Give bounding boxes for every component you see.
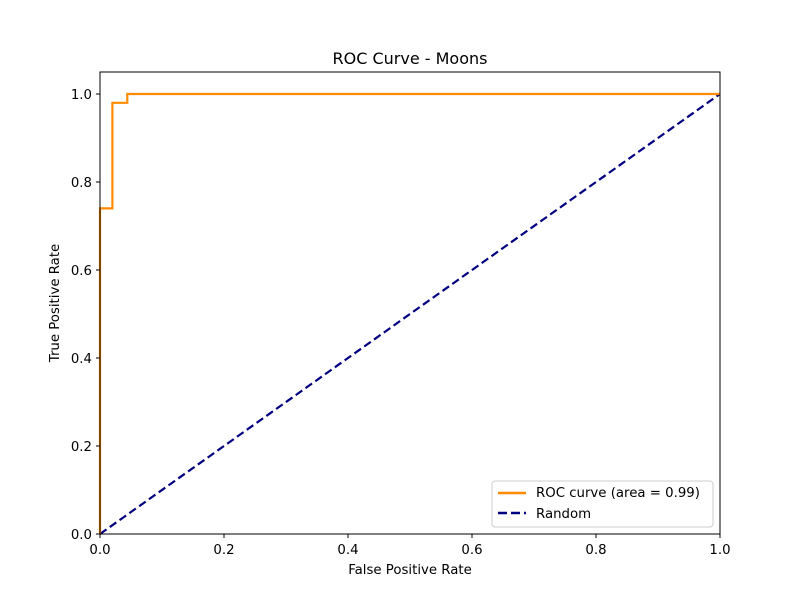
legend-box — [491, 480, 714, 528]
x-tick-label: 0.8 — [585, 543, 606, 558]
y-tick-label: 0.4 — [71, 352, 92, 367]
chart-title: ROC Curve - Moons — [333, 49, 488, 68]
legend-label-random: Random — [536, 507, 591, 522]
y-tick-label: 1.0 — [71, 88, 92, 103]
x-tick-label: 1.0 — [709, 543, 730, 558]
x-tick-label: 0.4 — [337, 543, 358, 558]
legend: ROC curve (area = 0.99) Random — [491, 480, 714, 528]
legend-label-roc: ROC curve (area = 0.99) — [536, 486, 700, 501]
x-axis-label: False Positive Rate — [348, 563, 472, 578]
random-baseline-line — [99, 93, 721, 535]
y-tick-label: 0.8 — [71, 176, 92, 191]
y-axis-label: True Positive Rate — [48, 244, 63, 363]
axes-frame — [99, 71, 721, 535]
y-tick-label: 0.6 — [71, 264, 92, 279]
x-tick-label: 0.2 — [213, 543, 234, 558]
x-tick-label: 0.0 — [89, 543, 110, 558]
y-tick-label: 0.2 — [71, 440, 92, 455]
x-tick-label: 0.6 — [461, 543, 482, 558]
axis-ticks: 0.0 0.2 0.4 0.6 0.8 1.0 0.0 0.2 0.4 0.6 0.8 1.0 — [71, 88, 731, 558]
y-tick-label: 0.0 — [71, 528, 92, 543]
